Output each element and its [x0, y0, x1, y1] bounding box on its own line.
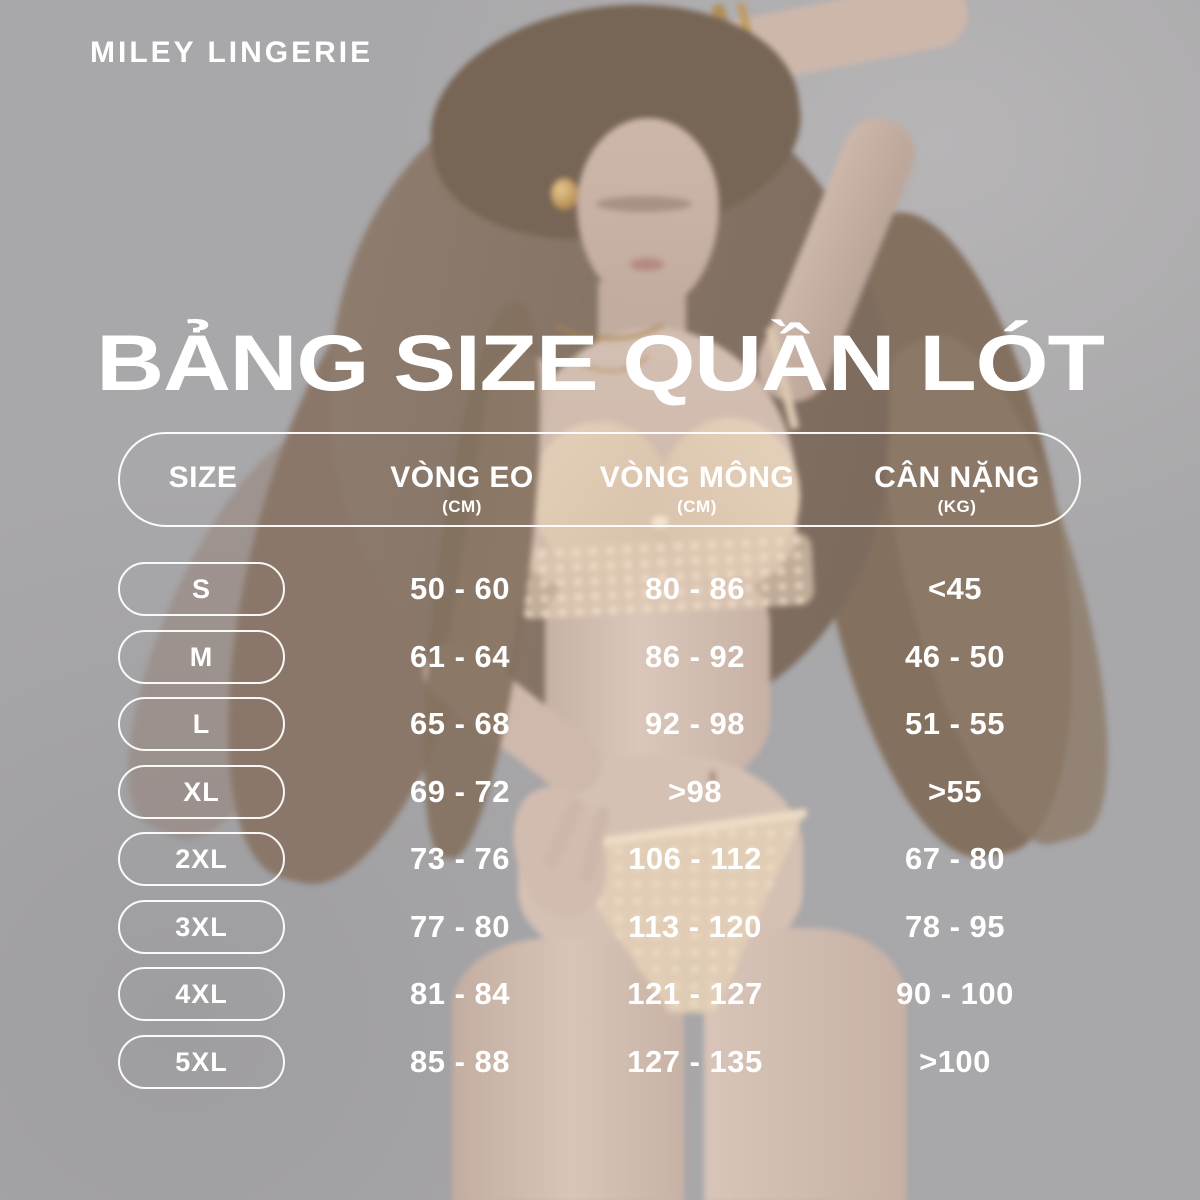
table-header: SIZE VÒNG EO (CM) VÒNG MÔNG (CM) CÂN NẶN… — [118, 432, 1081, 527]
size-label: M — [189, 641, 214, 672]
hip-value: 113 - 120 — [628, 909, 762, 944]
necklace — [556, 272, 664, 372]
waist-value: 69 - 72 — [409, 774, 511, 809]
model-leg — [452, 938, 684, 1200]
table-row: L 65 - 68 92 - 98 51 - 55 — [0, 697, 1200, 751]
hip-value: 92 - 98 — [644, 706, 746, 741]
size-label: S — [191, 573, 211, 604]
header-unit: (CM) — [677, 497, 717, 516]
weight-value: 46 - 50 — [904, 639, 1006, 674]
table-row: 5XL 85 - 88 127 - 135 >100 — [0, 1035, 1200, 1089]
header-label: VÒNG EO — [390, 461, 534, 494]
table-row: S 50 - 60 80 - 86 <45 — [0, 562, 1200, 616]
header-weight: CÂN NẶNG (KG) — [874, 434, 1040, 525]
waist-value: 81 - 84 — [409, 976, 511, 1011]
size-pill: L — [118, 697, 285, 751]
size-pill: 2XL — [118, 832, 285, 886]
weight-value: 51 - 55 — [904, 706, 1006, 741]
waist-value: 85 - 88 — [409, 1044, 511, 1079]
page-title: BẢNG SIZE QUẦN LÓT — [96, 318, 1105, 407]
header-waist: VÒNG EO (CM) — [390, 434, 534, 525]
header-size: SIZE — [169, 434, 238, 525]
hip-value: 80 - 86 — [644, 571, 746, 606]
hip-value: 121 - 127 — [627, 976, 763, 1011]
size-pill: S — [118, 562, 285, 616]
header-label: VÒNG MÔNG — [599, 461, 795, 494]
size-pill: XL — [118, 765, 285, 819]
size-label: XL — [183, 776, 220, 807]
weight-value: <45 — [927, 571, 983, 606]
size-label: L — [192, 708, 211, 739]
hip-value: 106 - 112 — [628, 841, 762, 876]
table-row: 2XL 73 - 76 106 - 112 67 - 80 — [0, 832, 1200, 886]
model-lips — [630, 258, 664, 271]
waist-value: 61 - 64 — [409, 639, 511, 674]
weight-value: >100 — [919, 1044, 991, 1079]
hip-value: 86 - 92 — [644, 639, 746, 674]
size-label: 3XL — [175, 911, 228, 942]
table-row: M 61 - 64 86 - 92 46 - 50 — [0, 630, 1200, 684]
hip-value: 127 - 135 — [627, 1044, 763, 1079]
size-label: 2XL — [175, 843, 228, 874]
model-navel — [709, 770, 716, 785]
size-label: 4XL — [175, 978, 228, 1009]
model-leg — [704, 928, 906, 1200]
bra-bow — [652, 516, 668, 527]
weight-value: >55 — [927, 774, 983, 809]
header-unit: (KG) — [937, 497, 977, 516]
hip-value: >98 — [667, 774, 723, 809]
weight-value: 78 - 95 — [904, 909, 1006, 944]
size-label: 5XL — [175, 1046, 228, 1077]
header-unit: (CM) — [442, 497, 482, 516]
brand-logo: MILEY LINGERIE — [90, 36, 374, 69]
table-row: XL 69 - 72 >98 >55 — [0, 765, 1200, 819]
waist-value: 65 - 68 — [409, 706, 511, 741]
table-row: 4XL 81 - 84 121 - 127 90 - 100 — [0, 967, 1200, 1021]
header-label: SIZE — [168, 461, 238, 494]
earring — [551, 178, 578, 210]
size-pill: 5XL — [118, 1035, 285, 1089]
size-pill: M — [118, 630, 285, 684]
header-label: CÂN NẶNG — [874, 461, 1040, 494]
weight-value: 90 - 100 — [896, 976, 1014, 1011]
waist-value: 50 - 60 — [409, 571, 511, 606]
model-eyes — [596, 196, 692, 212]
waist-value: 77 - 80 — [409, 909, 511, 944]
size-pill: 4XL — [118, 967, 285, 1021]
table-row: 3XL 77 - 80 113 - 120 78 - 95 — [0, 900, 1200, 954]
weight-value: 67 - 80 — [904, 841, 1006, 876]
waist-value: 73 - 76 — [409, 841, 511, 876]
size-pill: 3XL — [118, 900, 285, 954]
header-hip: VÒNG MÔNG (CM) — [600, 434, 795, 525]
